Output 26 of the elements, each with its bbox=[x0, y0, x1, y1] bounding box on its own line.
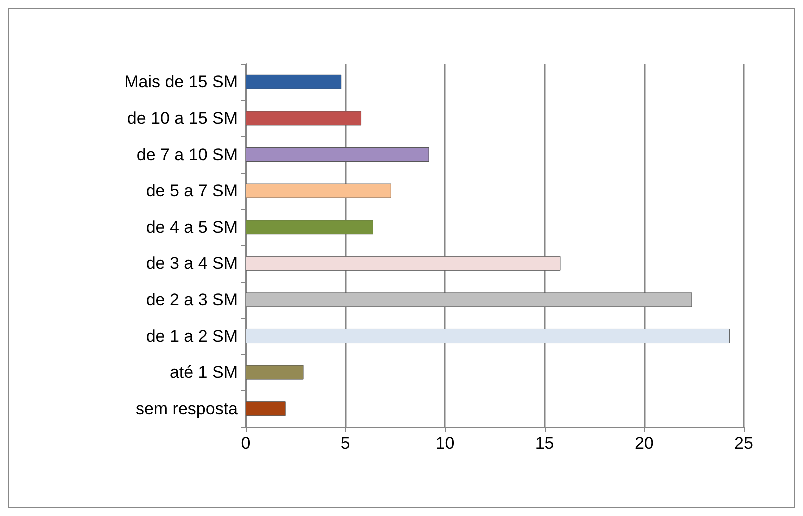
bar bbox=[246, 184, 392, 198]
y-tick-label: sem resposta bbox=[136, 399, 239, 418]
y-tick-label: de 3 a 4 SM bbox=[146, 254, 238, 274]
y-tick-label: de 2 a 3 SM bbox=[146, 290, 238, 310]
x-tick-label: 25 bbox=[734, 434, 754, 453]
bar bbox=[246, 328, 730, 344]
y-tick-label: de 4 a 5 SM bbox=[146, 218, 238, 237]
y-tick-label: de 5 a 7 SM bbox=[146, 182, 238, 201]
x-tick-label: 5 bbox=[340, 434, 350, 453]
x-tick-label: 20 bbox=[634, 434, 654, 453]
bar bbox=[246, 147, 430, 162]
x-tick-label: 0 bbox=[241, 434, 251, 453]
bar bbox=[246, 74, 342, 90]
bar bbox=[246, 111, 362, 126]
y-tick-label: Mais de 15 SM bbox=[124, 72, 238, 92]
x-tick-label: 15 bbox=[535, 434, 554, 453]
y-tick-label: de 1 a 2 SM bbox=[146, 326, 238, 346]
y-tick-label: até 1 SM bbox=[170, 363, 238, 382]
bar bbox=[246, 365, 304, 380]
y-tick-label: de 7 a 10 SM bbox=[136, 145, 238, 164]
bar bbox=[246, 292, 692, 308]
bar bbox=[246, 256, 561, 271]
bar bbox=[246, 402, 286, 416]
bar bbox=[246, 220, 374, 235]
y-tick-label: de 10 a 15 SM bbox=[127, 108, 238, 128]
x-tick-label: 10 bbox=[436, 434, 455, 453]
